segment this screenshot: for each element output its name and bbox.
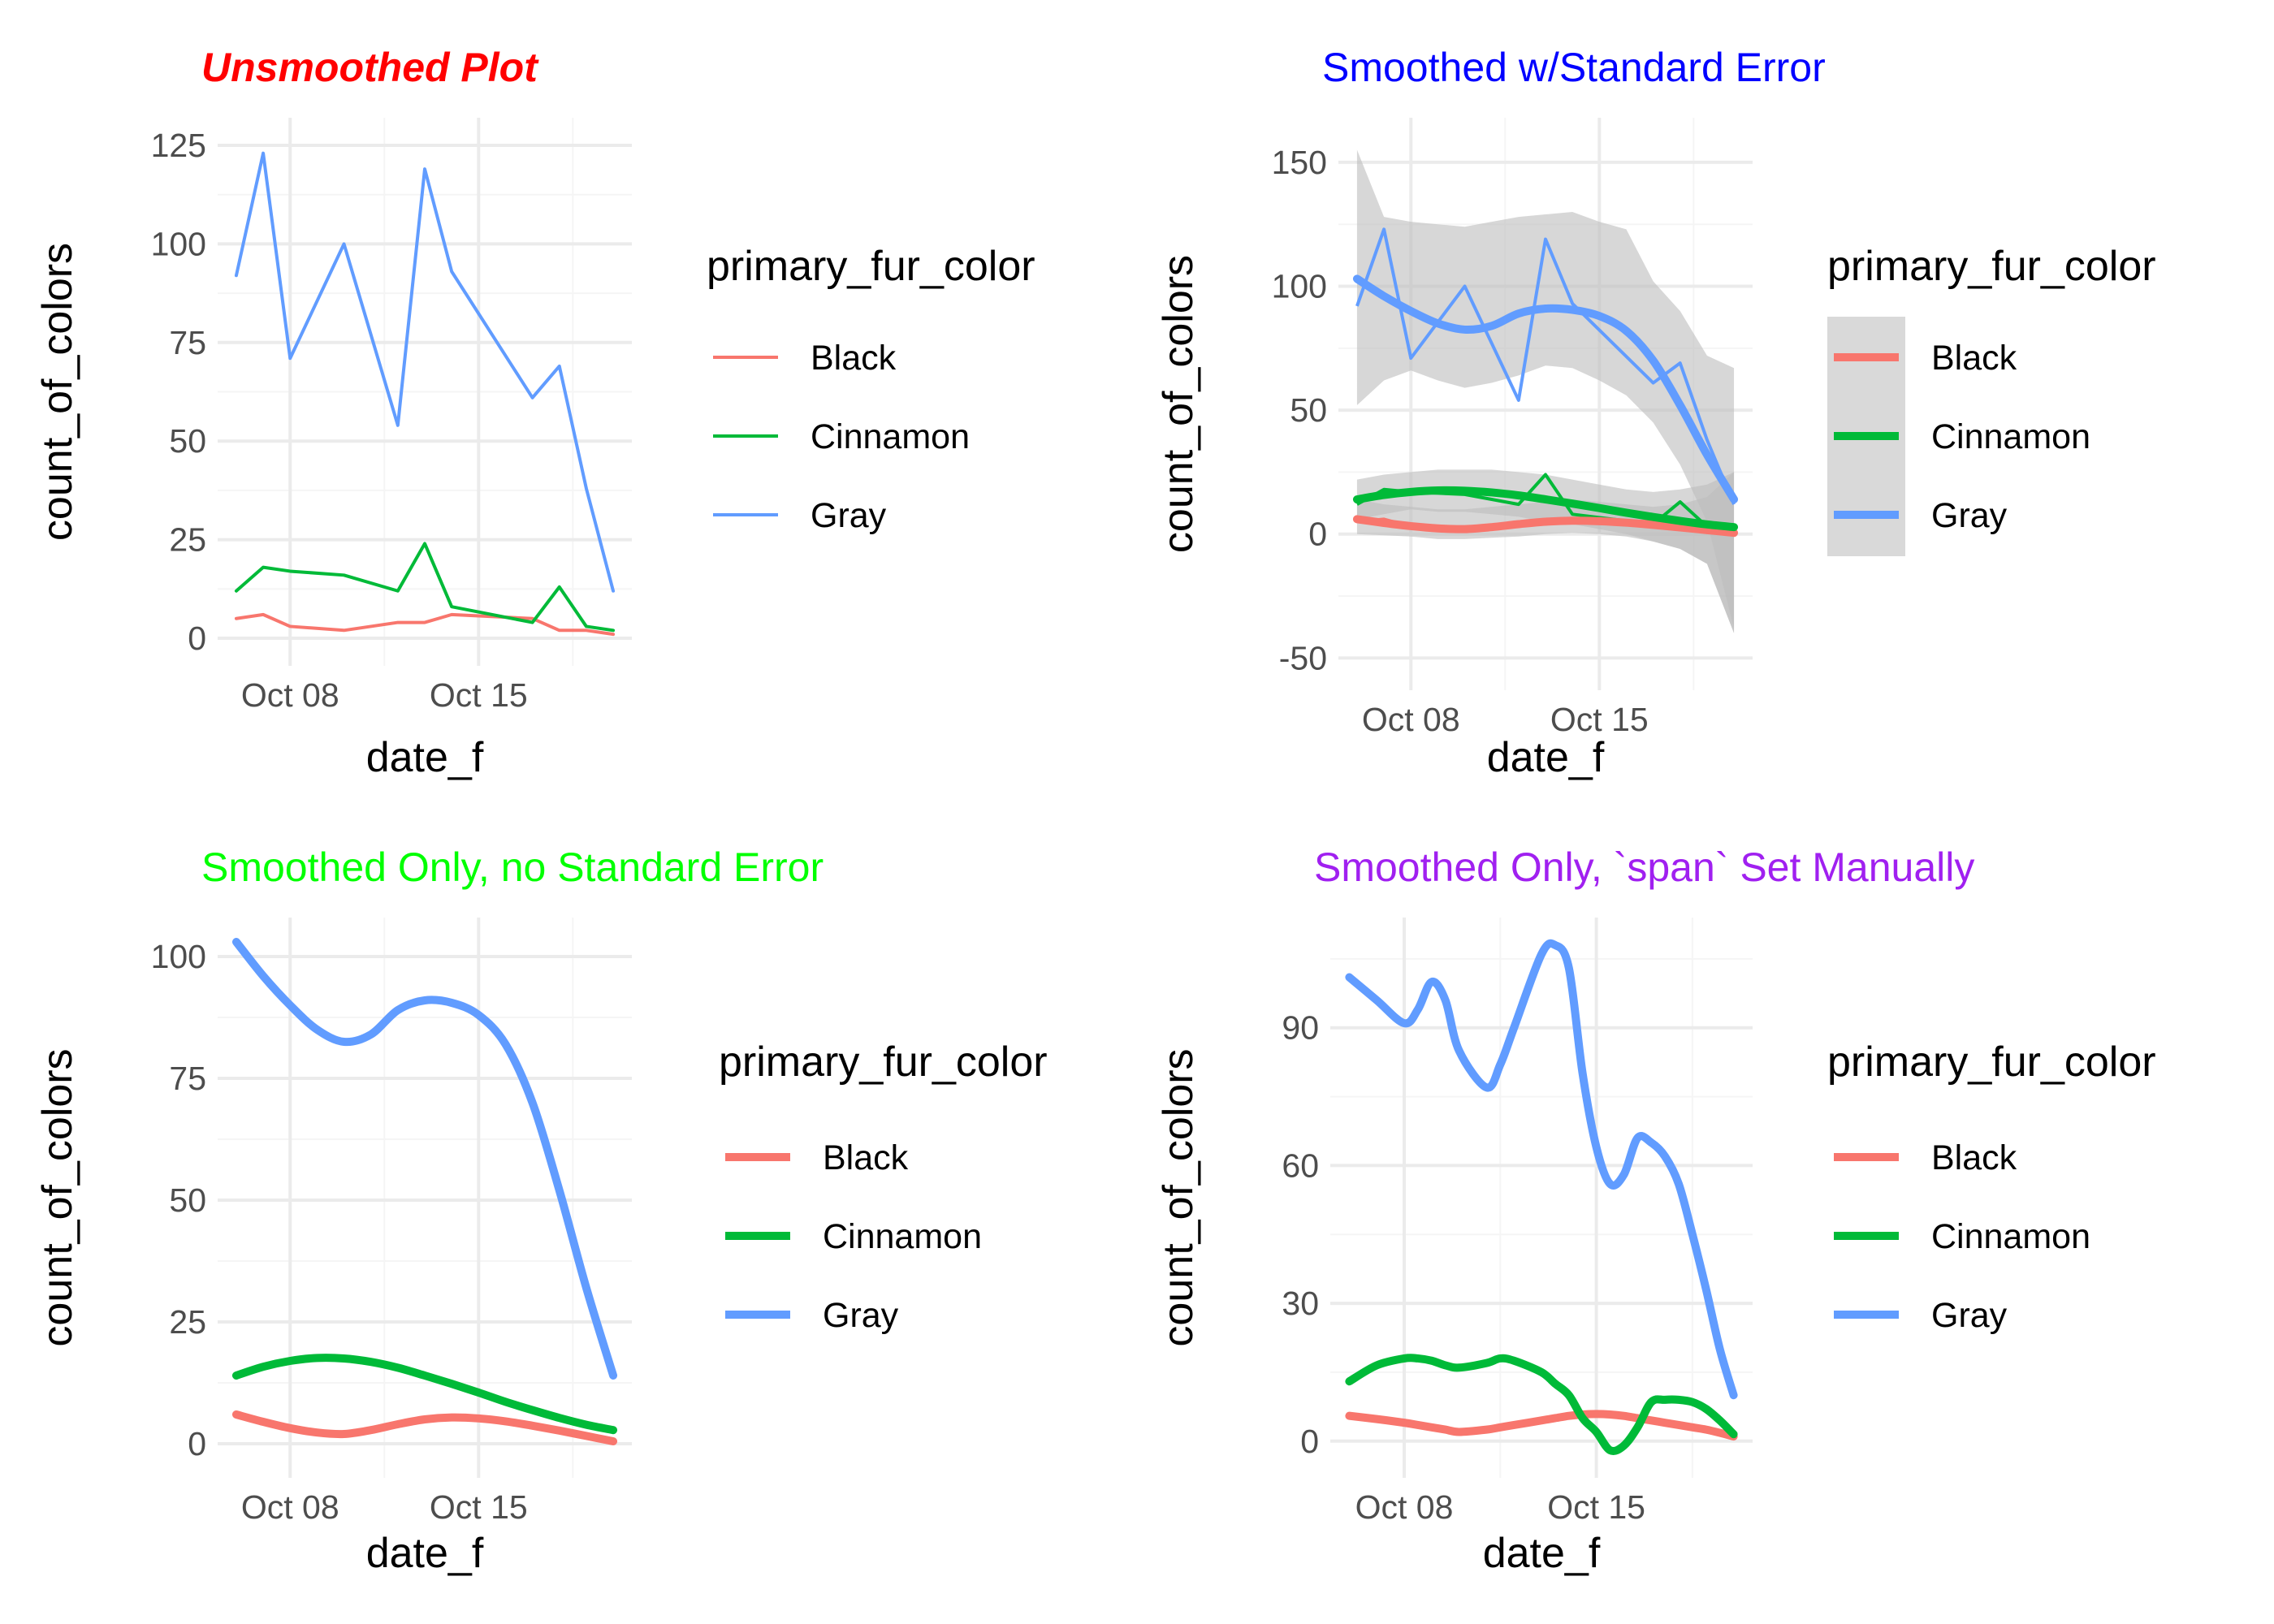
x-axis-label: date_f	[366, 1530, 484, 1577]
x-axis-label: date_f	[1483, 1530, 1601, 1577]
y-tick-label: 150	[1272, 144, 1327, 181]
legend: primary_fur_color Black Cinnamon Gray	[1827, 1039, 2156, 1335]
y-tick-label: 90	[1282, 1009, 1319, 1047]
y-tick-label: 100	[151, 938, 206, 975]
y-tick-label: 30	[1282, 1285, 1319, 1322]
chart-title: Smoothed Only, no Standard Error	[201, 844, 824, 890]
smooth-line-gray	[1352, 274, 1739, 503]
x-axis-label: date_f	[366, 734, 484, 781]
y-tick-label: 25	[169, 521, 206, 559]
legend-label: Cinnamon	[811, 417, 970, 456]
y-axis-label: count_of_colors	[1155, 255, 1202, 553]
y-tick-label: 75	[169, 324, 206, 361]
series-line-cinnamon	[1345, 1354, 1738, 1456]
y-tick-label: 50	[169, 1181, 206, 1219]
y-tick-label: 50	[169, 422, 206, 460]
chart-panel-3: Smoothed Only, no Standard Error 0 25 50 75 1…	[34, 844, 1048, 1577]
series-line-gray	[234, 151, 616, 593]
legend-label: Black	[823, 1138, 909, 1177]
legend-title: primary_fur_color	[1827, 243, 2156, 290]
y-tick-label: 0	[1308, 516, 1327, 553]
legend: primary_fur_color Black Cinnamon Gray	[1827, 243, 2156, 556]
legend-title: primary_fur_color	[719, 1039, 1048, 1086]
y-tick-label: 25	[169, 1303, 206, 1341]
legend-label: Cinnamon	[823, 1217, 982, 1256]
chart-panel-1: Unsmoothed Plot 0 25 50 75 100 125 Oct 08 Oct 15…	[34, 45, 1035, 781]
y-axis-label: count_of_colors	[34, 1048, 81, 1346]
chart-title: Smoothed w/Standard Error	[1322, 45, 1826, 90]
x-tick-label: Oct 15	[1547, 1488, 1645, 1526]
x-tick-label: Oct 08	[241, 676, 339, 714]
legend-title: primary_fur_color	[1827, 1039, 2156, 1086]
y-axis-label: count_of_colors	[1155, 1048, 1202, 1346]
legend-label: Gray	[1931, 1296, 2008, 1335]
chart-title: Smoothed Only, `span` Set Manually	[1314, 844, 1974, 890]
x-tick-label: Oct 08	[1362, 701, 1460, 738]
x-tick-label: Oct 15	[1550, 701, 1649, 738]
series-line-cinnamon	[234, 542, 616, 633]
y-axis-label: count_of_colors	[34, 243, 81, 541]
series-line-black	[234, 612, 616, 637]
legend-label: Gray	[1931, 496, 2008, 535]
smooth-line-black	[1352, 515, 1739, 538]
y-tick-label: 0	[188, 1425, 206, 1462]
series-line-gray	[1355, 227, 1736, 505]
legend: primary_fur_color Black Cinnamon Gray	[707, 243, 1035, 535]
y-tick-label: 0	[1300, 1423, 1319, 1460]
y-tick-label: 0	[188, 620, 206, 657]
x-tick-label: Oct 15	[430, 1488, 528, 1526]
x-tick-label: Oct 08	[241, 1488, 339, 1526]
y-tick-label: -50	[1279, 639, 1327, 676]
series-line-cinnamon	[231, 1354, 618, 1435]
legend-label: Cinnamon	[1931, 417, 2090, 456]
ribbon-gray	[1356, 149, 1735, 628]
series-line-black	[1345, 1410, 1738, 1441]
legend-title: primary_fur_color	[707, 243, 1035, 290]
x-tick-label: Oct 15	[430, 676, 528, 714]
legend-label: Black	[811, 339, 897, 378]
legend-label: Gray	[823, 1296, 899, 1335]
legend-label: Black	[1931, 1138, 2017, 1177]
y-tick-label: 100	[151, 225, 206, 262]
y-tick-label: 60	[1282, 1147, 1319, 1184]
chart-panel-2: Smoothed w/Standard Error -50 0 50 100 150 Oct…	[1155, 45, 2156, 781]
series-line-gray	[231, 938, 618, 1380]
legend-label: Gray	[811, 496, 887, 535]
series-line-black	[231, 1410, 618, 1445]
x-axis-label: date_f	[1487, 734, 1605, 781]
smooth-line-cinnamon	[1352, 486, 1739, 532]
y-tick-label: 75	[169, 1060, 206, 1097]
y-tick-label: 125	[151, 127, 206, 164]
y-tick-label: 50	[1290, 391, 1327, 429]
legend-label: Black	[1931, 339, 2017, 378]
x-tick-label: Oct 08	[1355, 1488, 1454, 1526]
ribbon-cinnamon	[1356, 469, 1735, 633]
legend: primary_fur_color Black Cinnamon Gray	[719, 1039, 1048, 1335]
chart-title: Unsmoothed Plot	[201, 45, 539, 90]
series-line-gray	[1345, 939, 1738, 1400]
chart-panel-4: Smoothed Only, `span` Set Manually 0 30 60 9…	[1155, 844, 2156, 1577]
y-tick-label: 100	[1272, 268, 1327, 305]
legend-label: Cinnamon	[1931, 1217, 2090, 1256]
